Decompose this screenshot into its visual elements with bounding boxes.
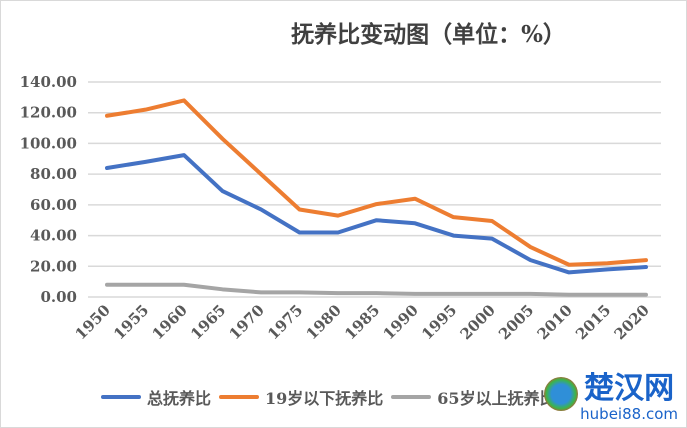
series-line-1 <box>105 98 648 267</box>
legend-label: 19岁以下抚养比 <box>265 389 384 408</box>
x-tick-label: 1955 <box>110 301 152 343</box>
legend-item-under19: 19岁以下抚养比 <box>219 385 383 409</box>
y-tick-label: 60.00 <box>30 196 77 214</box>
y-tick-label: 140.00 <box>20 73 77 91</box>
legend-label: 总抚养比 <box>147 389 212 408</box>
legend-label: 65岁以上抚养比 <box>437 389 556 408</box>
globe-icon <box>544 377 579 411</box>
watermark-logo: 楚汉网 hubei88.com <box>544 371 678 423</box>
x-tick-label: 2010 <box>534 301 576 343</box>
legend-swatch <box>219 395 260 399</box>
legend-swatch <box>101 395 141 399</box>
x-tick-label: 1950 <box>72 301 114 343</box>
watermark-name: 楚汉网 <box>584 371 675 406</box>
x-tick-label: 2015 <box>572 301 614 343</box>
y-tick-label: 40.00 <box>30 227 77 245</box>
chart-title: 抚养比变动图（单位：%） <box>291 21 566 48</box>
y-tick-label: 120.00 <box>20 104 77 122</box>
x-tick-label: 1980 <box>303 301 345 343</box>
legend-item-total: 总抚养比 <box>101 385 211 409</box>
watermark-url: hubei88.com <box>580 405 678 423</box>
x-tick-label: 1970 <box>226 301 268 343</box>
x-tick-label: 1990 <box>380 301 422 343</box>
y-tick-label: 100.00 <box>20 134 77 152</box>
legend: 总抚养比 19岁以下抚养比 65岁以上抚养比 <box>101 385 564 409</box>
series-line-0 <box>105 153 648 275</box>
y-tick-label: 20.00 <box>30 257 77 275</box>
x-tick-label: 1965 <box>187 301 229 343</box>
legend-swatch <box>391 395 432 399</box>
legend-item-over65: 65岁以上抚养比 <box>391 385 556 409</box>
x-tick-label: 1975 <box>264 301 306 343</box>
x-tick-label: 1985 <box>341 301 383 343</box>
x-tick-label: 2000 <box>457 301 499 343</box>
y-tick-label: 80.00 <box>30 165 77 183</box>
x-tick-label: 2020 <box>611 301 653 343</box>
x-tick-label: 1995 <box>418 301 460 343</box>
x-tick-label: 2005 <box>495 301 537 343</box>
x-tick-label: 1960 <box>149 301 191 343</box>
y-tick-label: 0.00 <box>40 288 77 306</box>
